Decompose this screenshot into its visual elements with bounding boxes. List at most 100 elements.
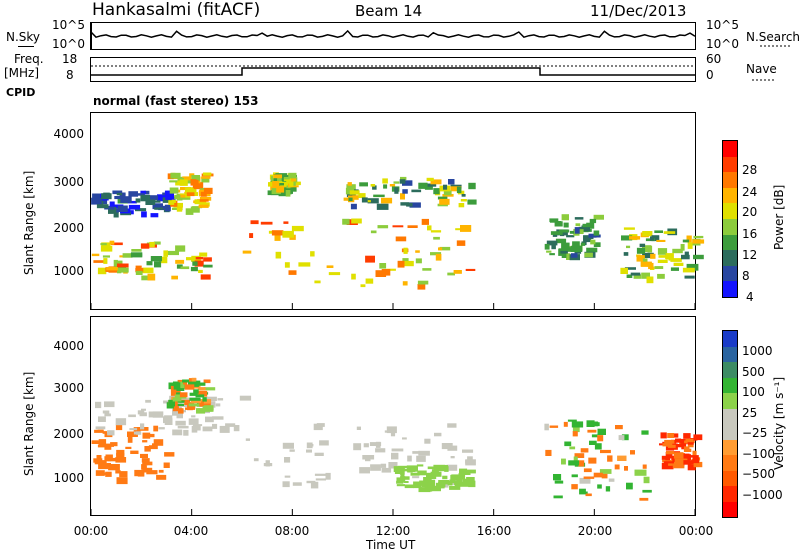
velocity-cell <box>125 446 132 449</box>
velocity-cell <box>168 382 178 390</box>
power-cell <box>361 197 368 203</box>
velocity-cell <box>683 460 695 465</box>
power-cell <box>593 214 604 220</box>
velocity-cell <box>447 445 458 451</box>
velocity-cell <box>693 434 703 441</box>
nsky-tick-top: 10^5 <box>52 18 85 32</box>
power-cell <box>586 222 595 229</box>
power-cell <box>190 266 198 272</box>
power-cell <box>192 185 203 189</box>
power-cell <box>571 253 578 258</box>
velocity-cell <box>614 464 620 470</box>
velocity-cell <box>586 420 595 427</box>
velocity-cell <box>579 488 586 495</box>
velocity-cell <box>571 474 578 478</box>
velocity-cell <box>133 427 141 432</box>
power-cell <box>442 194 454 197</box>
power-cbar-tick-28: 28 <box>742 163 758 177</box>
power-cell <box>140 243 150 249</box>
power-cell <box>191 175 200 181</box>
velocity-cell <box>145 399 151 403</box>
velocity-cell <box>597 484 602 489</box>
velocity-cell <box>96 455 102 461</box>
power-cell <box>169 187 179 194</box>
power-cell <box>433 188 440 195</box>
velocity-cbar-tick-1000: 1000 <box>742 344 773 358</box>
power-cell <box>399 179 406 184</box>
velocity-cell <box>380 463 387 468</box>
power-cell <box>159 256 168 264</box>
power-cell <box>417 280 429 285</box>
velocity-cell <box>665 446 675 451</box>
velocity-cell <box>202 426 213 432</box>
power-cell <box>448 179 455 185</box>
power-cell <box>394 187 399 194</box>
velocity-cell <box>178 408 184 414</box>
power-cbar-tick-16: 16 <box>742 227 758 241</box>
power-cbar-tick-20: 20 <box>742 205 758 219</box>
velocity-cell <box>564 441 572 447</box>
power-cell <box>392 225 404 228</box>
velocity-cell <box>465 459 476 466</box>
velocity-cell <box>127 431 138 437</box>
freq-label: Freq. <box>14 52 44 66</box>
velocity-cell <box>413 481 422 489</box>
velocity-cell <box>314 473 327 476</box>
freq-tick-top: 18 <box>62 52 78 66</box>
power-cell <box>641 272 650 279</box>
nsky-trace <box>90 29 696 39</box>
power-cell <box>558 248 569 252</box>
power-cell <box>168 200 175 205</box>
velocity-cell <box>282 481 290 488</box>
power-cell <box>275 251 282 259</box>
velocity-cell <box>599 469 612 474</box>
cpid-label: CPID <box>6 86 36 99</box>
velocity-cell <box>404 484 414 489</box>
power-cell <box>656 239 666 242</box>
power-cell <box>382 178 388 184</box>
power-cell <box>642 245 652 252</box>
power-cell <box>288 270 297 275</box>
velocity-cell <box>416 464 424 467</box>
power-cell <box>550 231 563 235</box>
velocity-cell <box>115 424 123 431</box>
velocity-cell <box>153 425 159 432</box>
power-cell <box>203 257 212 262</box>
power-cell <box>360 284 366 288</box>
velocity-cell <box>164 452 175 457</box>
power-cell <box>120 196 132 203</box>
power-cell <box>409 202 421 208</box>
power-cell <box>563 222 569 228</box>
velocity-cell <box>597 428 606 435</box>
velocity-cell <box>217 398 224 401</box>
velocity-cell <box>98 463 109 470</box>
power-cell <box>348 197 353 202</box>
power-cell <box>343 197 351 201</box>
power-cell <box>460 225 472 232</box>
velocity-cell <box>617 455 627 461</box>
power-cell <box>559 229 570 233</box>
power-cell <box>106 267 118 271</box>
velocity-cell <box>608 478 615 482</box>
power-cell <box>430 179 442 185</box>
velocity-cell <box>104 413 111 417</box>
velocity-cbar-tick-m25: −25 <box>742 426 768 440</box>
velocity-cell <box>579 477 591 484</box>
velocity-colorbar <box>722 330 738 518</box>
velocity-cell <box>215 403 221 407</box>
velocity-cell <box>189 392 198 396</box>
velocity-cell <box>289 449 295 452</box>
velocity-cell <box>554 480 564 484</box>
power-cell <box>381 197 393 204</box>
velocity-cell <box>104 456 112 462</box>
power-cell <box>291 225 304 232</box>
velocity-cell <box>675 438 682 443</box>
power-cell <box>407 225 418 228</box>
power-cell <box>393 181 400 184</box>
power-cell <box>658 255 668 258</box>
power-cell <box>347 182 352 186</box>
power-cell <box>285 190 291 197</box>
colorbar-segment <box>723 501 737 517</box>
power-cell <box>190 206 200 213</box>
velocity-cell <box>391 452 399 460</box>
